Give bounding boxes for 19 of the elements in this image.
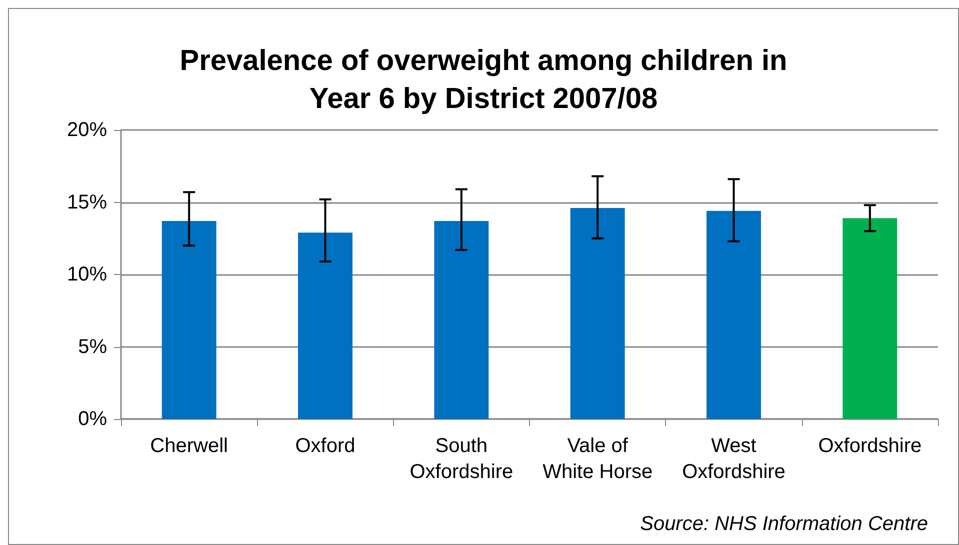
y-tick-label: 10% [66,264,108,286]
bar [570,208,625,419]
y-tick-label: 20% [66,119,108,141]
x-tick-label: Cherwell [150,435,228,457]
y-tick-label: 5% [78,336,108,358]
x-tick-label: West Oxfordshire [682,435,786,483]
x-tick-label: Oxford [295,435,356,457]
bar [162,221,216,419]
x-tick-label: Vale of White Horse [542,435,653,483]
chart-title: Prevalence of overweight among children in Year 6 by District 2007/08 [180,45,788,115]
source-note: Source: NHS Information Centre [640,513,928,535]
y-tick-label: 0% [78,408,108,430]
bar [706,210,761,419]
y-tick-label: 15% [66,191,108,214]
x-tick-label: Oxfordshire [818,435,922,457]
bar [434,221,489,419]
bar [298,232,352,419]
bar [842,218,898,419]
x-tick-label: South Oxfordshire [410,435,514,483]
